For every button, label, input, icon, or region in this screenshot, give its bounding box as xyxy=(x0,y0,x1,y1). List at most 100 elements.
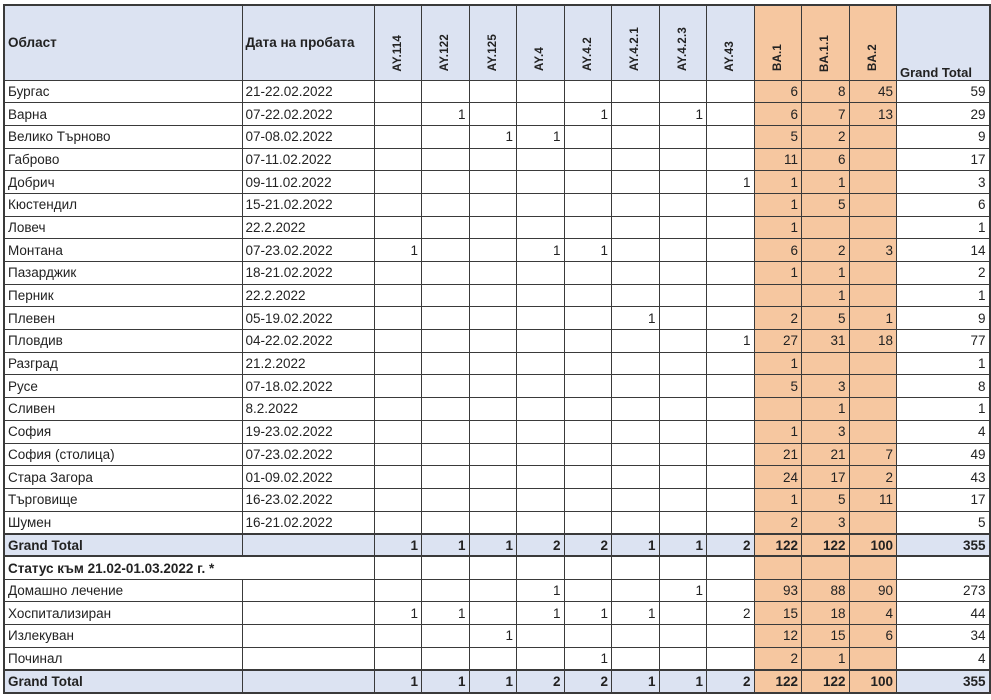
date-cell[interactable]: 21.2.2022 xyxy=(241,351,375,376)
value-cell-ay.122[interactable]: 1 xyxy=(421,668,470,694)
row-grand-total-cell[interactable]: 44 xyxy=(896,601,990,625)
value-cell-ba.1.1[interactable]: 122 xyxy=(801,668,850,694)
value-cell-ay.114[interactable]: 1 xyxy=(373,238,422,262)
value-cell-ay.125[interactable] xyxy=(468,646,517,671)
value-cell-ay.114[interactable] xyxy=(373,374,422,399)
value-cell-ay.43[interactable] xyxy=(706,374,755,399)
value-cell-ay.125[interactable] xyxy=(468,487,517,512)
value-cell-ay.114[interactable] xyxy=(373,442,422,467)
value-cell-ay.4.2.1[interactable] xyxy=(611,102,660,126)
value-cell-ba.1.1[interactable]: 122 xyxy=(801,532,850,558)
value-cell-ba.1.1[interactable]: 3 xyxy=(801,419,850,444)
value-cell-ay.122[interactable] xyxy=(421,306,470,331)
value-cell-ba.1[interactable]: 6 xyxy=(753,102,802,126)
value-cell-ay.114[interactable] xyxy=(373,124,422,149)
region-cell[interactable]: Велико Търново xyxy=(3,124,243,149)
row-grand-total-cell[interactable]: 8 xyxy=(896,374,990,399)
value-cell-ay.122[interactable] xyxy=(421,124,470,149)
value-cell-ay.4.2[interactable] xyxy=(563,419,612,444)
value-cell-ba.1.1[interactable]: 6 xyxy=(801,147,850,172)
value-cell-ay.4[interactable]: 1 xyxy=(516,578,565,603)
value-cell-ay.43[interactable] xyxy=(706,261,755,285)
value-cell-ba.1[interactable]: 6 xyxy=(753,79,802,104)
value-cell-ay.43[interactable] xyxy=(706,578,755,603)
row-grand-total-cell[interactable]: 3 xyxy=(896,170,990,194)
date-cell[interactable]: 09-11.02.2022 xyxy=(241,170,375,194)
status-label-cell[interactable]: Хоспитализиран xyxy=(3,601,243,625)
value-cell-ba.1.1[interactable]: 3 xyxy=(801,374,850,399)
row-grand-total-cell[interactable]: 355 xyxy=(896,532,990,558)
value-cell-ba.1[interactable]: 27 xyxy=(753,329,802,353)
value-cell-ay.125[interactable] xyxy=(468,510,517,535)
region-cell[interactable]: Кюстендил xyxy=(3,192,243,217)
value-cell-ay.4.2.3[interactable] xyxy=(658,329,707,353)
value-cell-ay.125[interactable] xyxy=(468,329,517,353)
value-cell-ba.2[interactable]: 13 xyxy=(848,102,897,126)
value-cell-ba.1.1[interactable]: 15 xyxy=(801,624,850,648)
value-cell-ay.122[interactable] xyxy=(421,283,470,308)
row-grand-total-cell[interactable]: 4 xyxy=(896,646,990,671)
value-cell-ay.4[interactable] xyxy=(516,215,565,240)
value-cell-ay.4.2.1[interactable] xyxy=(611,124,660,149)
column-header-region[interactable]: Област xyxy=(3,4,243,81)
value-cell-ay.43[interactable] xyxy=(706,397,755,421)
value-cell-ba.2[interactable] xyxy=(848,555,897,580)
value-cell-ba.1[interactable]: 5 xyxy=(753,124,802,149)
row-grand-total-cell[interactable]: 1 xyxy=(896,283,990,308)
value-cell-ay.122[interactable] xyxy=(421,192,470,217)
row-grand-total-cell[interactable]: 17 xyxy=(896,147,990,172)
value-cell-ay.4.2.1[interactable] xyxy=(611,397,660,421)
value-cell-ay.4.2.1[interactable] xyxy=(611,510,660,535)
value-cell-ay.4[interactable] xyxy=(516,192,565,217)
value-cell-ay.122[interactable] xyxy=(421,147,470,172)
value-cell-ay.122[interactable] xyxy=(421,419,470,444)
column-header-ba.1[interactable]: BA.1 xyxy=(753,4,802,81)
row-grand-total-cell[interactable] xyxy=(896,555,990,580)
value-cell-ay.114[interactable] xyxy=(373,465,422,489)
date-cell[interactable] xyxy=(241,578,375,603)
value-cell-ay.4.2[interactable] xyxy=(563,79,612,104)
value-cell-ay.4.2.3[interactable] xyxy=(658,283,707,308)
value-cell-ba.2[interactable]: 100 xyxy=(848,668,897,694)
region-cell[interactable]: София (столица) xyxy=(3,442,243,467)
value-cell-ay.4.2[interactable] xyxy=(563,555,612,580)
value-cell-ba.1[interactable]: 2 xyxy=(753,646,802,671)
value-cell-ay.4.2.1[interactable] xyxy=(611,465,660,489)
row-grand-total-cell[interactable]: 1 xyxy=(896,215,990,240)
date-cell[interactable]: 07-22.02.2022 xyxy=(241,102,375,126)
grand-total-label-cell[interactable]: Grand Total xyxy=(3,532,243,558)
value-cell-ba.2[interactable]: 3 xyxy=(848,238,897,262)
value-cell-ay.125[interactable] xyxy=(468,601,517,625)
value-cell-ay.4.2[interactable] xyxy=(563,487,612,512)
value-cell-ay.43[interactable] xyxy=(706,442,755,467)
value-cell-ay.4.2[interactable] xyxy=(563,329,612,353)
value-cell-ba.1.1[interactable]: 1 xyxy=(801,646,850,671)
value-cell-ba.2[interactable]: 7 xyxy=(848,442,897,467)
value-cell-ba.1.1[interactable]: 5 xyxy=(801,192,850,217)
value-cell-ay.4.2[interactable]: 1 xyxy=(563,601,612,625)
value-cell-ay.122[interactable] xyxy=(421,442,470,467)
date-cell[interactable] xyxy=(241,624,375,648)
value-cell-ay.122[interactable]: 1 xyxy=(421,102,470,126)
value-cell-ay.125[interactable] xyxy=(468,351,517,376)
value-cell-ay.122[interactable] xyxy=(421,397,470,421)
value-cell-ba.1.1[interactable] xyxy=(801,215,850,240)
value-cell-ba.1.1[interactable]: 21 xyxy=(801,442,850,467)
value-cell-ba.1.1[interactable] xyxy=(801,555,850,580)
date-cell[interactable] xyxy=(241,601,375,625)
date-cell[interactable]: 07-11.02.2022 xyxy=(241,147,375,172)
value-cell-ay.125[interactable] xyxy=(468,238,517,262)
value-cell-ay.4.2[interactable] xyxy=(563,578,612,603)
column-header-ay.114[interactable]: AY.114 xyxy=(373,4,422,81)
value-cell-ba.1.1[interactable]: 3 xyxy=(801,510,850,535)
date-cell[interactable]: 16-23.02.2022 xyxy=(241,487,375,512)
date-cell[interactable]: 15-21.02.2022 xyxy=(241,192,375,217)
row-grand-total-cell[interactable]: 2 xyxy=(896,261,990,285)
row-grand-total-cell[interactable]: 14 xyxy=(896,238,990,262)
value-cell-ay.4.2.3[interactable] xyxy=(658,624,707,648)
value-cell-ba.1[interactable]: 15 xyxy=(753,601,802,625)
value-cell-ay.125[interactable] xyxy=(468,578,517,603)
column-header-ay.4[interactable]: AY.4 xyxy=(516,4,565,81)
value-cell-ba.1[interactable]: 93 xyxy=(753,578,802,603)
value-cell-ay.125[interactable] xyxy=(468,192,517,217)
